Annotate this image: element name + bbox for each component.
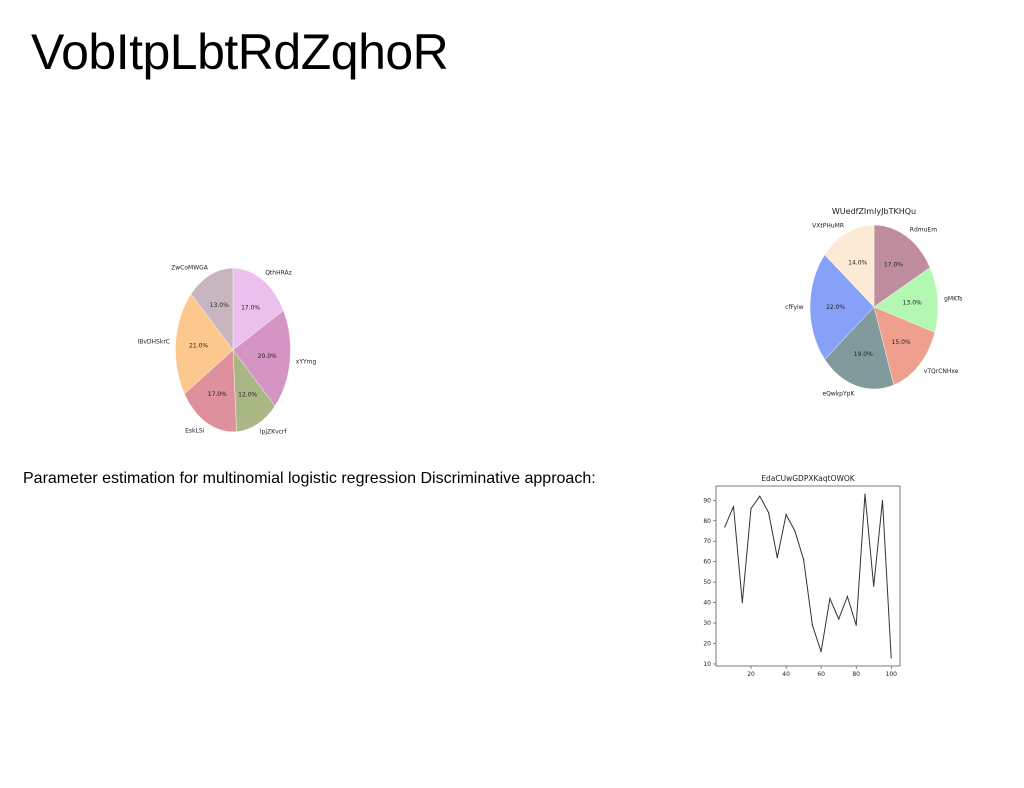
pie-percent-label: 17.0% xyxy=(884,262,903,269)
line-point xyxy=(803,559,805,561)
y-tick-label: 30 xyxy=(703,620,711,627)
pie-category-label: EskLSi xyxy=(185,427,205,434)
pie-percent-label: 13.0% xyxy=(903,299,922,306)
y-tick-label: 40 xyxy=(703,600,711,607)
line-point xyxy=(759,495,761,497)
plot-area-frame xyxy=(715,485,901,667)
line-chart-title: EdaCUwGDPXKaqtOWOK xyxy=(761,474,856,483)
x-tick-label: 20 xyxy=(747,671,755,678)
line-point xyxy=(846,595,848,598)
pie-category-label: eQwkpYpK xyxy=(822,391,855,398)
pie-percent-label: 19.0% xyxy=(854,351,873,358)
pie-percent-label: 12.0% xyxy=(238,392,257,399)
line-point xyxy=(811,624,813,626)
x-tick-label: 100 xyxy=(886,671,898,678)
pie-slice xyxy=(232,349,276,432)
pie-category-label: QthHRAz xyxy=(265,270,292,277)
y-tick-label: 90 xyxy=(703,497,711,504)
x-tick-label: 40 xyxy=(782,671,790,678)
pie-category-label: xYYmg xyxy=(296,358,317,365)
line-point xyxy=(820,651,822,653)
pie-slice xyxy=(232,267,284,351)
pie-chart-2: WUedfZImIyJbTKHQu 17.0% RdmuEm 13.0% gMKTs 15… xyxy=(785,207,962,398)
y-tick-label: 50 xyxy=(703,579,711,586)
pie-percent-label: 20.0% xyxy=(258,353,277,360)
line-point xyxy=(768,512,770,514)
line-point xyxy=(864,493,866,495)
line-point xyxy=(890,657,892,659)
line-point xyxy=(724,526,726,528)
pie-percent-label: 17.0% xyxy=(241,305,260,312)
line-point xyxy=(750,507,752,510)
pie-slice xyxy=(873,267,939,333)
pie-percent-label: 14.0% xyxy=(848,260,867,267)
pie-slice xyxy=(190,267,234,351)
line-point xyxy=(776,557,778,559)
pie-percent-label: 17.0% xyxy=(208,391,227,398)
pie-category-label: lpjZKvcrf xyxy=(260,429,288,436)
pie-slice xyxy=(184,349,237,433)
pie-title: WUedfZImIyJbTKHQu xyxy=(832,207,916,216)
line-chart: EdaCUwGDPXKaqtOWOK 20 40 60 80 100 10 20 30 40 50 6… xyxy=(703,474,901,678)
y-tick-label: 60 xyxy=(703,559,711,566)
pie-percent-label: 13.0% xyxy=(210,302,229,309)
y-tick-label: 20 xyxy=(703,641,711,648)
y-tick-label: 80 xyxy=(703,518,711,525)
line-series xyxy=(724,494,892,658)
pie-category-label: VXtPHuMR xyxy=(812,222,844,229)
pie-slice xyxy=(873,224,931,308)
pie-category-label: ZwCoMWGA xyxy=(171,264,209,271)
pie-category-label: cfFyiw xyxy=(785,304,804,311)
pie-category-label: lBvDHSkrC xyxy=(138,339,170,346)
pie-percent-label: 15.0% xyxy=(892,339,911,346)
pie-category-label: gMKTs xyxy=(944,296,962,303)
line-point xyxy=(873,585,875,587)
line-point xyxy=(881,499,884,501)
line-point xyxy=(785,514,787,516)
caption-text: Parameter estimation for multinomial log… xyxy=(23,470,596,487)
pie-slice xyxy=(232,310,291,407)
pie-category-label: RdmuEm xyxy=(910,226,937,233)
pie-slice xyxy=(824,224,875,308)
y-tick-label: 10 xyxy=(703,661,711,668)
y-tick-label: 70 xyxy=(703,538,711,545)
pie-slice xyxy=(824,306,895,390)
pie-slice xyxy=(175,293,234,395)
line-point xyxy=(741,602,743,604)
line-point xyxy=(794,530,796,532)
pie-category-label: vTQrCNHxe xyxy=(924,368,959,375)
pie-slice xyxy=(809,254,875,360)
pie-chart-1: 17.0% QthHRAz 20.0% xYYmg 12.0% lpjZKvcrf 17.0… xyxy=(138,264,317,436)
page-title: VobItpLbtRdZqhoR xyxy=(31,24,449,80)
x-tick-label: 80 xyxy=(852,671,860,678)
pie-slice xyxy=(873,306,936,386)
line-point xyxy=(838,618,840,620)
pie-percent-label: 21.0% xyxy=(189,342,208,349)
line-point xyxy=(855,624,857,626)
line-point xyxy=(829,597,831,600)
line-point xyxy=(732,505,735,508)
x-tick-label: 60 xyxy=(817,671,825,678)
pie-percent-label: 22.0% xyxy=(826,304,845,311)
